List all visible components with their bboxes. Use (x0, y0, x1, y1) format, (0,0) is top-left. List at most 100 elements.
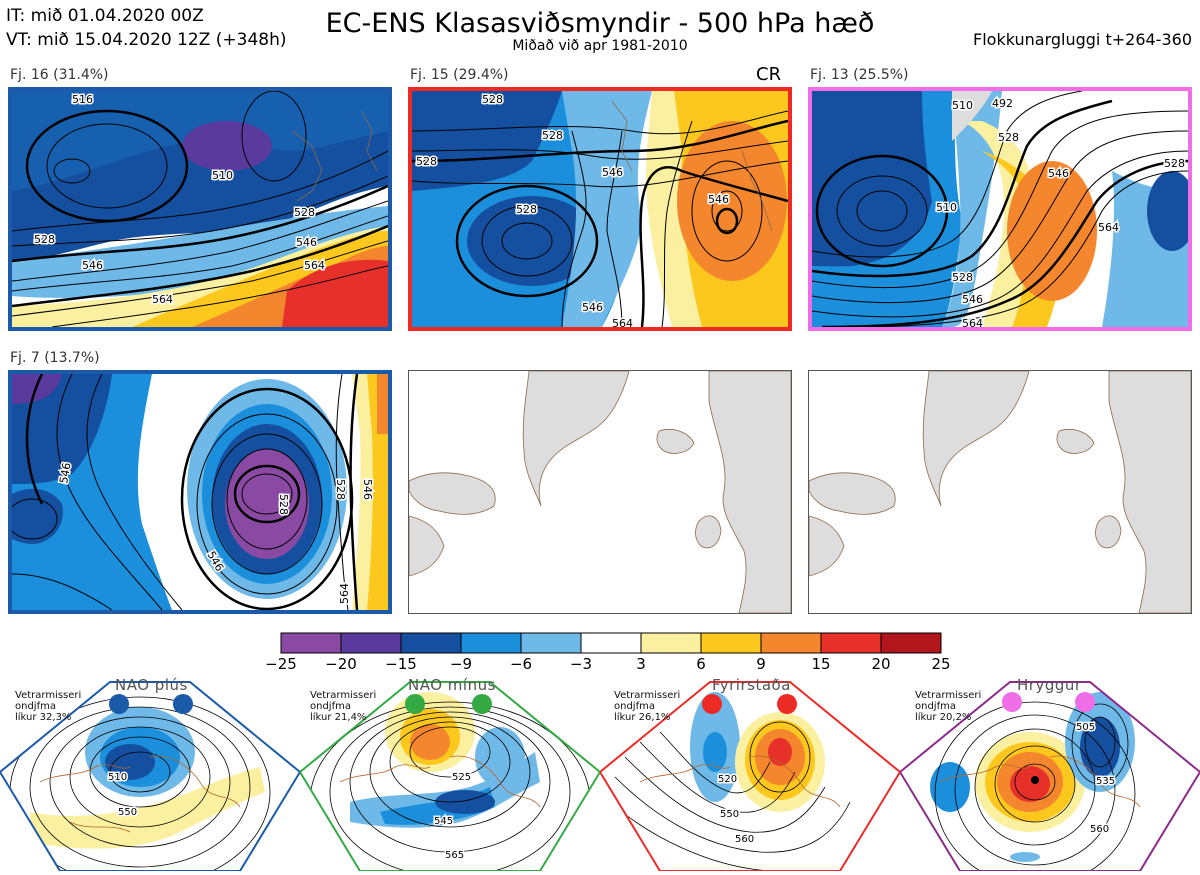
anomaly-min-area (1147, 171, 1188, 251)
colorbar-tick-label: −25 (265, 655, 297, 673)
greenland-landmass (522, 371, 630, 507)
regime-nao-minus[interactable]: 525 545 565 Vetrarmisseri ondjfma líkur … (298, 672, 602, 872)
svg-text:535: 535 (1096, 776, 1115, 787)
colorbar-swatch (880, 632, 942, 654)
anomaly-min-area (435, 790, 495, 814)
classification-window: Flokkunargluggi t+264-360 (973, 30, 1192, 49)
canada-landmass (409, 515, 445, 577)
anomaly-max-area (1010, 766, 1050, 802)
svg-text:550: 550 (118, 807, 137, 818)
anomaly-max-area (677, 121, 787, 281)
svg-text:546: 546 (57, 462, 73, 485)
cluster-label-15: Fj. 15 (29.4%) (410, 67, 509, 83)
regime-stat-months: ondjfma (915, 701, 956, 712)
svg-text:520: 520 (718, 774, 737, 785)
cluster-label-13: Fj. 13 (25.5%) (810, 67, 909, 83)
anomaly-high-area (282, 259, 388, 327)
regime-stat-months: ondjfma (614, 701, 655, 712)
colorbar-swatch (580, 632, 642, 654)
svg-text:510: 510 (108, 772, 127, 783)
svg-text:528: 528 (34, 233, 55, 246)
svg-text:528: 528 (294, 206, 315, 219)
svg-text:560: 560 (1090, 824, 1109, 835)
svg-text:560: 560 (735, 834, 754, 845)
cluster-map-16[interactable]: 516 528 546 564 510 528 546 564 (8, 87, 392, 331)
regime-nao-plus[interactable]: 510 550 Vetrarmisseri ondjfma líkur 32,3… (0, 672, 302, 872)
colorbar-tick-label: −15 (385, 655, 417, 673)
colorbar-swatch (760, 632, 822, 654)
colorbar-tick-label: 3 (636, 655, 646, 673)
cluster-label-16: Fj. 16 (31.4%) (10, 67, 109, 83)
anomaly-min-area (12, 374, 62, 404)
colorbar-swatch (640, 632, 702, 654)
svg-text:528: 528 (482, 93, 503, 106)
britain-landmass (695, 515, 722, 549)
svg-text:528: 528 (952, 271, 973, 284)
regime-fyrirstada[interactable]: 520 550 560 Vetrarmisseri ondjfma líkur … (598, 672, 902, 872)
regime-name: NAO plús (115, 676, 188, 694)
anomaly-high-area (377, 374, 388, 434)
anomaly-min-area (412, 91, 562, 191)
anomaly-low-area (12, 91, 388, 191)
canada-landmass (409, 472, 496, 515)
svg-text:525: 525 (452, 772, 471, 783)
anomaly-low-area (1010, 852, 1040, 862)
regime-hryggur[interactable]: 505 535 560 Vetrarmisseri ondjfma líkur … (898, 672, 1200, 872)
cluster-map-7[interactable]: 546 528 528 546 546 564 (8, 370, 392, 614)
colorbar-tick-label: 20 (871, 655, 891, 673)
svg-text:528: 528 (1164, 157, 1185, 170)
cluster-label-7: Fj. 7 (13.7%) (10, 350, 100, 366)
svg-text:528: 528 (277, 494, 290, 515)
anomaly-max-area (768, 738, 792, 766)
high-center-marker (1031, 776, 1039, 784)
colorbar-swatch (340, 632, 402, 654)
svg-text:564: 564 (304, 259, 325, 272)
svg-text:546: 546 (602, 166, 623, 179)
svg-text:492: 492 (992, 97, 1013, 110)
regime-name: Fyrirstaða (712, 676, 791, 694)
svg-text:510: 510 (212, 169, 233, 182)
svg-text:528: 528 (334, 479, 347, 500)
iceland-landmass (1056, 428, 1095, 454)
valid-time: VT: mið 15.04.2020 12Z (+348h) (6, 30, 287, 50)
canada-landmass (809, 472, 896, 515)
regime-stat-probability: líkur 21,4% (310, 712, 367, 723)
anomaly-min-area (105, 744, 155, 780)
regime-dot-right (777, 694, 797, 714)
svg-text:546: 546 (296, 236, 317, 249)
cr-tag: CR (756, 64, 782, 85)
anomaly-min-area (12, 488, 63, 544)
svg-text:528: 528 (416, 155, 437, 168)
empty-map-2 (808, 370, 1192, 614)
map-subtitle: Miðað við apr 1981-2010 (512, 38, 688, 54)
svg-text:564: 564 (338, 583, 351, 604)
colorbar-swatch (460, 632, 522, 654)
colorbar-tick-label: −3 (569, 655, 593, 673)
svg-text:564: 564 (612, 317, 633, 327)
svg-text:564: 564 (1098, 221, 1119, 234)
anomaly-min-area (225, 449, 309, 559)
cluster-map-13[interactable]: 510 528 510 528 546 546 564 564 492 528 (808, 87, 1192, 331)
svg-text:510: 510 (952, 99, 973, 112)
regime-stat-months: ondjfma (15, 701, 56, 712)
anomaly-min-area (182, 121, 272, 171)
colorbar-tick-label: 15 (811, 655, 831, 673)
cluster-map-15[interactable]: 528 528 546 546 546 528 528 564 (408, 87, 792, 331)
europe-landmass (708, 371, 791, 613)
anomaly-colorbar (280, 632, 942, 654)
svg-text:546: 546 (582, 301, 603, 314)
regime-dot-left (109, 694, 129, 714)
anomaly-max-area (410, 724, 450, 760)
regime-stat-season: Vetrarmisseri (915, 690, 982, 701)
regime-dot-right (173, 694, 193, 714)
regime-stat-months: ondjfma (310, 701, 351, 712)
colorbar-tick-label: −9 (449, 655, 473, 673)
regime-stat-probability: líkur 26,1% (614, 712, 671, 723)
canada-landmass (809, 515, 845, 577)
anomaly-min-area (467, 196, 597, 286)
regime-stat-probability: líkur 32,3% (15, 712, 72, 723)
anomaly-min-area (1080, 717, 1120, 777)
regime-stat-season: Vetrarmisseri (310, 690, 377, 701)
svg-text:546: 546 (1048, 167, 1069, 180)
svg-text:516: 516 (72, 93, 93, 106)
